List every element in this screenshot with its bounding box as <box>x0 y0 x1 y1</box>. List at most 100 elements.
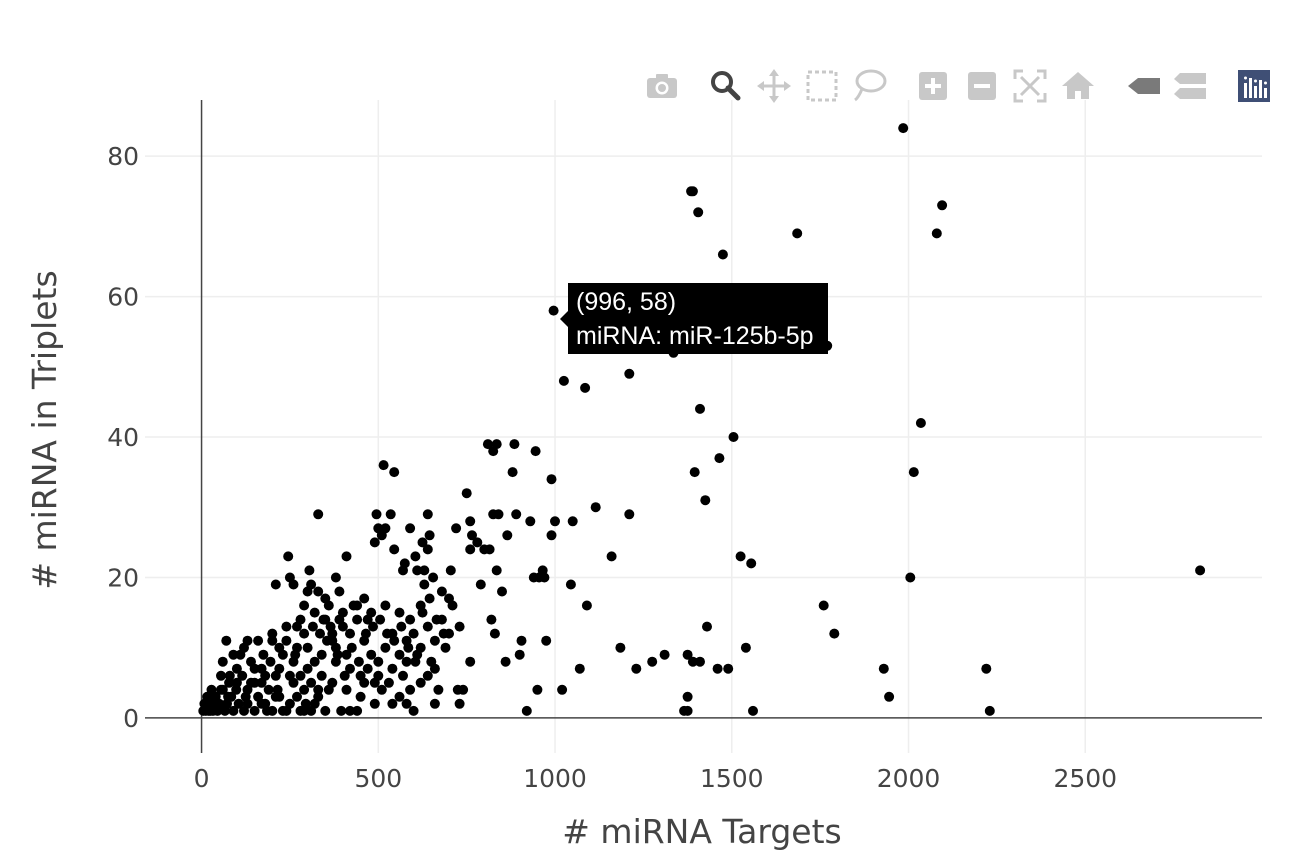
data-point[interactable] <box>408 705 419 716</box>
data-point[interactable] <box>548 305 559 316</box>
data-point[interactable] <box>567 516 578 527</box>
data-point[interactable] <box>728 432 739 442</box>
data-point[interactable] <box>313 586 324 597</box>
data-point[interactable] <box>387 698 398 709</box>
data-point[interactable] <box>511 509 522 520</box>
data-point[interactable] <box>687 656 698 667</box>
data-point[interactable] <box>208 691 219 702</box>
data-point[interactable] <box>394 649 405 660</box>
data-point[interactable] <box>465 656 476 667</box>
data-point[interactable] <box>353 656 364 667</box>
data-point[interactable] <box>387 663 398 674</box>
data-point[interactable] <box>316 649 327 660</box>
data-point[interactable] <box>905 572 916 583</box>
data-point[interactable] <box>429 635 440 646</box>
data-point[interactable] <box>339 670 350 681</box>
data-point[interactable] <box>937 200 948 211</box>
data-point[interactable] <box>237 670 248 681</box>
data-point[interactable] <box>323 684 334 695</box>
data-point[interactable] <box>345 628 355 639</box>
data-point[interactable] <box>546 530 557 541</box>
data-point[interactable] <box>373 656 384 667</box>
data-point[interactable] <box>792 228 803 239</box>
data-point[interactable] <box>306 677 317 688</box>
data-point[interactable] <box>299 600 310 611</box>
data-point[interactable] <box>422 670 433 681</box>
data-point[interactable] <box>497 586 507 597</box>
data-point[interactable] <box>320 614 331 625</box>
data-point[interactable] <box>405 523 416 534</box>
data-point[interactable] <box>394 607 405 618</box>
data-point[interactable] <box>500 656 511 667</box>
data-point[interactable] <box>304 565 315 576</box>
data-point[interactable] <box>323 600 334 611</box>
data-point[interactable] <box>306 579 317 590</box>
data-point[interactable] <box>590 502 601 513</box>
data-point[interactable] <box>717 249 728 260</box>
data-point[interactable] <box>723 663 734 674</box>
data-point[interactable] <box>216 684 226 695</box>
data-point[interactable] <box>484 544 495 555</box>
data-point[interactable] <box>313 509 324 520</box>
data-point[interactable] <box>502 530 513 541</box>
data-point[interactable] <box>712 663 723 674</box>
data-point[interactable] <box>362 614 373 625</box>
data-point[interactable] <box>224 670 235 681</box>
data-point[interactable] <box>489 628 500 639</box>
data-point[interactable] <box>375 614 386 625</box>
data-point[interactable] <box>380 600 391 611</box>
data-point[interactable] <box>205 705 216 716</box>
data-point[interactable] <box>419 565 430 576</box>
data-point[interactable] <box>380 523 391 534</box>
data-point[interactable] <box>422 621 433 632</box>
data-point[interactable] <box>702 621 712 632</box>
data-point[interactable] <box>491 565 502 576</box>
data-point[interactable] <box>295 670 306 681</box>
data-point[interactable] <box>482 439 493 450</box>
data-point[interactable] <box>493 509 504 520</box>
data-point[interactable] <box>394 691 405 702</box>
data-point[interactable] <box>431 614 442 625</box>
data-point[interactable] <box>348 600 359 611</box>
data-point[interactable] <box>884 691 895 702</box>
data-point[interactable] <box>221 635 232 646</box>
data-point[interactable] <box>467 530 477 541</box>
data-point[interactable] <box>281 621 292 632</box>
data-point[interactable] <box>277 649 288 660</box>
data-point[interactable] <box>615 642 626 653</box>
data-point[interactable] <box>565 579 576 590</box>
data-point[interactable] <box>228 705 239 716</box>
data-point[interactable] <box>330 572 341 583</box>
data-point[interactable] <box>366 649 377 660</box>
data-point[interactable] <box>428 572 439 583</box>
data-point[interactable] <box>507 467 518 478</box>
data-point[interactable] <box>231 677 242 688</box>
data-point[interactable] <box>249 705 260 716</box>
data-point[interactable] <box>682 705 693 716</box>
data-point[interactable] <box>217 656 228 667</box>
data-point[interactable] <box>682 691 693 702</box>
data-point[interactable] <box>557 684 568 695</box>
data-point[interactable] <box>429 698 440 709</box>
data-point[interactable] <box>426 656 437 667</box>
data-point[interactable] <box>267 705 278 716</box>
data-point[interactable] <box>451 523 462 534</box>
data-point[interactable] <box>315 628 325 639</box>
data-point[interactable] <box>417 607 428 618</box>
data-point[interactable] <box>292 642 302 653</box>
data-point[interactable] <box>740 642 751 653</box>
data-point[interactable] <box>530 446 541 457</box>
zoom-button[interactable] <box>705 66 745 106</box>
data-point[interactable] <box>299 628 310 639</box>
data-point[interactable] <box>341 649 352 660</box>
data-point[interactable] <box>292 691 302 702</box>
data-point[interactable] <box>422 509 433 520</box>
data-point[interactable] <box>417 537 428 548</box>
data-point[interactable] <box>360 628 371 639</box>
data-point[interactable] <box>550 516 560 527</box>
data-point[interactable] <box>270 579 281 590</box>
data-point[interactable] <box>818 600 829 611</box>
data-point[interactable] <box>424 530 435 541</box>
data-point[interactable] <box>516 635 527 646</box>
data-point[interactable] <box>256 677 267 688</box>
